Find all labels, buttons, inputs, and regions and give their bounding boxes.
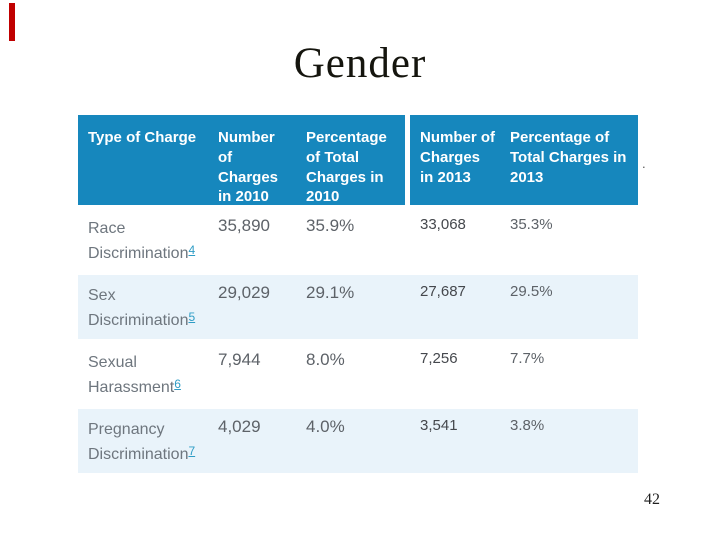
cell-percentage-2010: 35.9% bbox=[306, 216, 355, 235]
cell-number-2010: 29,029 bbox=[218, 283, 270, 302]
charges-table: Type of Charge Number of Charges in 2010… bbox=[78, 115, 638, 473]
cell-number-2010: 35,890 bbox=[218, 216, 270, 235]
col-header-number-2013: Number of Charges in 2013 bbox=[420, 129, 495, 186]
slide-page-number: 42 bbox=[644, 491, 660, 508]
table-row-pregnancy-discrimination: Pregnancy Discrimination7 4,029 4.0% 3,5… bbox=[78, 409, 638, 473]
charge-type-label: Race Discrimination bbox=[88, 220, 189, 262]
table-header: Type of Charge Number of Charges in 2010… bbox=[78, 115, 638, 205]
cell-percentage-2010: 8.0% bbox=[306, 350, 345, 369]
red-accent-bar bbox=[9, 3, 15, 41]
table-header-left-block: Type of Charge Number of Charges in 2010… bbox=[78, 115, 405, 205]
cell-charge-type: Race Discrimination4 bbox=[78, 208, 208, 272]
cell-percentage-2013: 35.3% bbox=[510, 216, 553, 233]
col-header-number-2010: Number of Charges in 2010 bbox=[218, 129, 279, 206]
cell-percentage-2013: 7.7% bbox=[510, 350, 545, 367]
charge-type-label: Sex Discrimination bbox=[88, 287, 189, 329]
cell-percentage-2010: 4.0% bbox=[306, 417, 345, 436]
cell-charge-type: Pregnancy Discrimination7 bbox=[78, 409, 208, 473]
cell-number-2013: 27,687 bbox=[420, 283, 466, 300]
cell-number-2013: 7,256 bbox=[420, 350, 458, 367]
footnote-link[interactable]: 5 bbox=[188, 310, 196, 324]
cell-charge-type: Sex Discrimination5 bbox=[78, 275, 208, 339]
cell-percentage-2010: 29.1% bbox=[306, 283, 355, 302]
footnote-link[interactable]: 6 bbox=[174, 377, 181, 391]
footnote-link[interactable]: 4 bbox=[188, 243, 196, 257]
cell-percentage-2013: 3.8% bbox=[510, 417, 545, 434]
cell-number-2010: 4,029 bbox=[218, 417, 261, 436]
col-header-percentage-2013: Percentage of Total Charges in 2013 bbox=[510, 129, 627, 186]
col-header-percentage-2010: Percentage of Total Charges in 2010 bbox=[306, 129, 387, 206]
footnote-link[interactable]: 7 bbox=[188, 444, 196, 458]
page-title: Gender bbox=[293, 40, 427, 87]
charge-type-label: Pregnancy Discrimination bbox=[88, 421, 189, 463]
cell-number-2013: 33,068 bbox=[420, 216, 466, 233]
charge-type-label: Sexual Harassment bbox=[88, 354, 175, 396]
stray-dot: . bbox=[642, 156, 646, 171]
cell-percentage-2013: 29.5% bbox=[510, 283, 553, 300]
cell-charge-type: Sexual Harassment6 bbox=[78, 342, 208, 406]
table-row-sexual-harassment: Sexual Harassment6 7,944 8.0% 7,256 7.7% bbox=[78, 342, 638, 406]
table-row-race-discrimination: Race Discrimination4 35,890 35.9% 33,068… bbox=[78, 208, 638, 272]
table-header-right-block: Number of Charges in 2013 Percentage of … bbox=[410, 115, 638, 205]
col-header-type-of-charge: Type of Charge bbox=[88, 129, 197, 146]
table-row-sex-discrimination: Sex Discrimination5 29,029 29.1% 27,687 … bbox=[78, 275, 638, 339]
cell-number-2013: 3,541 bbox=[420, 417, 458, 434]
cell-number-2010: 7,944 bbox=[218, 350, 261, 369]
